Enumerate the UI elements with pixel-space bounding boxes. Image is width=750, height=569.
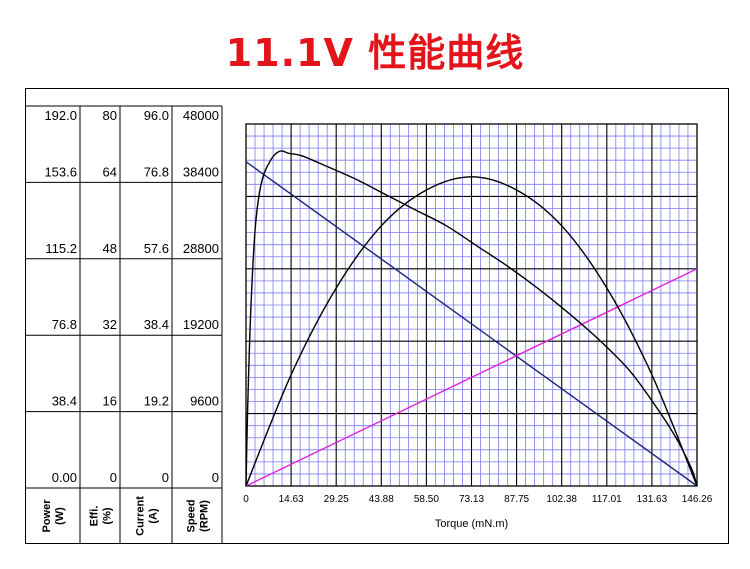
axis-title-line: Effi.: [89, 506, 101, 527]
chart-frame: [25, 88, 729, 544]
axis-tick-label: 48: [103, 241, 117, 256]
axis-tick-label: 9600: [190, 394, 219, 409]
x-tick-label: 117.01: [592, 494, 622, 505]
axis-title-line: (%): [102, 507, 114, 524]
axis-tick-label: 16: [103, 394, 117, 409]
series-line-current-a: [245, 268, 698, 487]
x-tick-label: 0: [243, 494, 249, 505]
axis-tick-label: 28800: [183, 241, 219, 256]
axis-tick-label: 0: [162, 470, 169, 485]
series-line-speed-rpm: [245, 161, 698, 487]
axis-tick-label: 57.6: [144, 241, 169, 256]
plot-border: [245, 123, 698, 487]
axis-tick-label: 19.2: [144, 394, 169, 409]
axis-tick-label: 38.4: [144, 317, 169, 332]
axis-title-line: Current: [135, 496, 147, 536]
axis-title: Current (A): [135, 496, 160, 536]
axis-title-line: (W): [54, 507, 66, 525]
chart-title: 11.1V 性能曲线: [225, 31, 525, 75]
axis-tick-label: 32: [103, 317, 117, 332]
axis-title: Speed (RPM): [186, 499, 211, 532]
axis-tick-label: 96.0: [144, 108, 169, 123]
axis-tick-label: 0: [110, 470, 117, 485]
x-tick-label: 73.13: [459, 494, 484, 505]
axis-tick-label: 115.2: [45, 241, 77, 256]
axis-tick-label: 64: [103, 164, 117, 179]
x-tick-label: 146.26: [682, 494, 713, 505]
axis-tick-label: 0.00: [52, 470, 77, 485]
axis-tick-label: 38400: [183, 164, 219, 179]
axis-tick-label: 192.0: [44, 108, 77, 123]
x-tick-label: 58.50: [414, 494, 439, 505]
axis-tick-label: 76.8: [52, 317, 77, 332]
axis-title-line: Speed: [186, 499, 198, 532]
series-line-power-w: [245, 176, 698, 487]
axis-title-line: (RPM): [199, 500, 211, 532]
axis-tick-label: 19200: [183, 317, 219, 332]
axis-tick-label: 80: [103, 108, 117, 123]
x-tick-label: 87.75: [504, 494, 529, 505]
x-tick-label: 102.38: [546, 494, 577, 505]
axis-tick-label: 48000: [183, 108, 219, 123]
series-line-effi: [245, 150, 698, 487]
axis-title: Effi. (%): [89, 506, 114, 527]
x-tick-label: 29.25: [324, 494, 349, 505]
axis-title-line: Power: [41, 499, 53, 533]
axis-tick-label: 76.8: [144, 164, 169, 179]
x-tick-label: 43.88: [369, 494, 394, 505]
x-axis-label: Torque (mN.m): [435, 518, 508, 530]
x-tick-label: 14.63: [279, 494, 304, 505]
x-tick-label: 131.63: [637, 494, 668, 505]
axis-title-line: (A): [148, 508, 160, 524]
axis-title: Power (W): [41, 499, 66, 533]
axis-tick-label: 153.6: [44, 164, 77, 179]
axis-tick-label: 0: [212, 470, 219, 485]
axis-tick-label: 38.4: [52, 394, 77, 409]
